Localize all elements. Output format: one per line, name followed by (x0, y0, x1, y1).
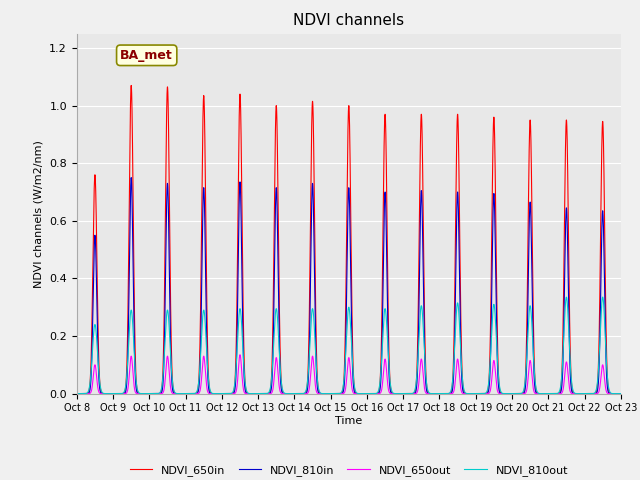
NDVI_650in (617, 391, 625, 396)
NDVI_810in (184, 391, 191, 396)
NDVI_650out (424, 391, 431, 396)
NDVI_650in (73, 391, 81, 396)
X-axis label: Time: Time (335, 416, 362, 426)
NDVI_810in (617, 391, 625, 396)
NDVI_650out (501, 391, 509, 396)
Y-axis label: NDVI channels (W/m2/nm): NDVI channels (W/m2/nm) (34, 140, 44, 288)
NDVI_810in (189, 391, 197, 396)
Legend: NDVI_650in, NDVI_810in, NDVI_650out, NDVI_810out: NDVI_650in, NDVI_810in, NDVI_650out, NDV… (125, 460, 572, 480)
NDVI_650out (236, 352, 244, 358)
NDVI_810in (615, 391, 623, 396)
NDVI_650in (276, 360, 284, 366)
NDVI_810in (73, 391, 81, 396)
NDVI_810in (127, 175, 135, 180)
NDVI_650in (184, 391, 191, 396)
NDVI_810out (276, 369, 284, 374)
NDVI_650in (189, 391, 197, 396)
NDVI_650out (73, 391, 81, 396)
NDVI_810out (424, 387, 431, 393)
NDVI_810out (599, 294, 607, 300)
NDVI_650in (127, 83, 135, 88)
Line: NDVI_810out: NDVI_810out (77, 297, 621, 394)
NDVI_810out (189, 391, 197, 396)
Line: NDVI_810in: NDVI_810in (77, 178, 621, 394)
NDVI_810in (424, 390, 431, 396)
NDVI_650out (615, 391, 623, 396)
Line: NDVI_650out: NDVI_650out (77, 355, 621, 394)
NDVI_650out (276, 389, 284, 395)
Text: BA_met: BA_met (120, 49, 173, 62)
NDVI_650out (617, 391, 625, 396)
NDVI_650in (424, 389, 431, 395)
NDVI_650in (615, 391, 623, 396)
Line: NDVI_650in: NDVI_650in (77, 85, 621, 394)
NDVI_810out (615, 391, 623, 396)
Title: NDVI channels: NDVI channels (293, 13, 404, 28)
NDVI_650out (184, 391, 191, 396)
NDVI_650in (501, 391, 509, 396)
NDVI_810out (501, 391, 509, 396)
NDVI_810in (276, 377, 284, 383)
NDVI_810in (501, 391, 509, 396)
NDVI_810out (617, 391, 625, 396)
NDVI_810out (73, 391, 81, 396)
NDVI_650out (189, 391, 197, 396)
NDVI_810out (184, 391, 191, 396)
